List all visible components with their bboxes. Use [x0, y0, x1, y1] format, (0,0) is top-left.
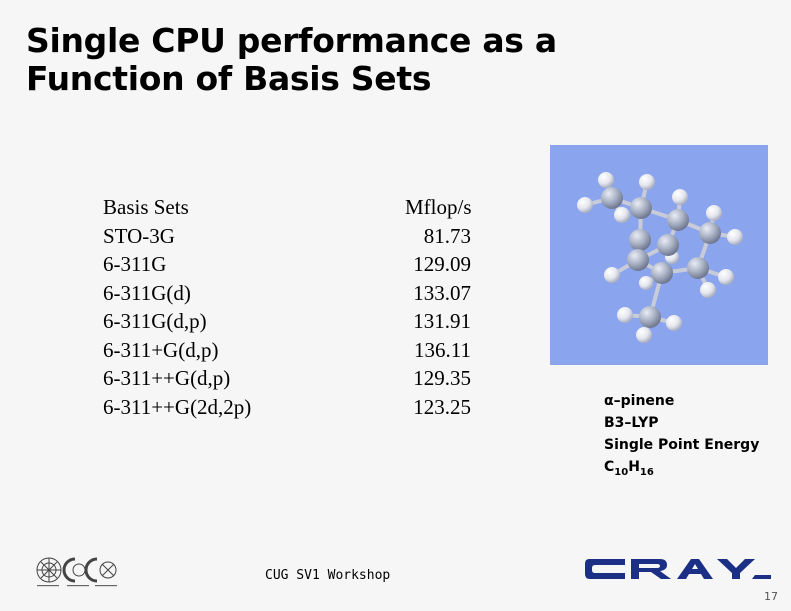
mflops-cell: 129.35 — [413, 366, 471, 390]
mflops-cell: 131.91 — [413, 309, 471, 333]
title-line-2: Function of Basis Sets — [26, 59, 432, 98]
mflops-cell: 129.09 — [413, 252, 471, 276]
basis-set-cell: 6-311G(d,p) — [103, 309, 207, 333]
consortium-logos-icon — [36, 557, 117, 587]
mflops-cell: 133.07 — [413, 280, 471, 305]
basis-set-cell: 6-311++G(d,p) — [103, 366, 231, 390]
formula-hydrogen-count: 16 — [639, 466, 654, 478]
molecule-caption: α–pinene B3–LYP Single Point Energy C10H… — [604, 390, 759, 484]
formula-hydrogen: H — [628, 459, 640, 475]
method-label: B3–LYP — [604, 415, 659, 431]
basis-set-cell: 6-311++G(2d,2p) — [103, 394, 252, 419]
title-line-1: Single CPU performance as a — [26, 21, 557, 60]
basis-set-cell: 6-311+G(d,p) — [103, 337, 219, 362]
mflops-cell: 81.73 — [423, 223, 471, 248]
mflops-cell: 136.11 — [414, 337, 471, 362]
basis-set-cell: 6-311G — [103, 252, 167, 276]
cray-logo-icon — [585, 559, 771, 579]
mflops-cell: 123.25 — [413, 394, 471, 419]
header-mflops: Mflop/s — [405, 195, 472, 219]
formula-carbon: C — [604, 459, 615, 475]
chemical-formula: C10H16 — [604, 456, 759, 484]
molecule-image — [550, 145, 768, 365]
basis-set-cell: STO-3G — [103, 223, 175, 248]
slide-title: Single CPU performance as a Function of … — [26, 22, 557, 98]
page-number: 17 — [764, 590, 778, 603]
alpha-pinene-molecule-icon — [577, 172, 743, 343]
formula-carbon-count: 10 — [614, 466, 629, 478]
calculation-label: Single Point Energy — [604, 437, 760, 453]
footer-text: CUG SV1 Workshop — [265, 568, 391, 583]
molecule-name: α–pinene — [604, 393, 675, 409]
header-basis-sets: Basis Sets — [103, 195, 189, 219]
basis-set-cell: 6-311G(d) — [103, 280, 191, 305]
